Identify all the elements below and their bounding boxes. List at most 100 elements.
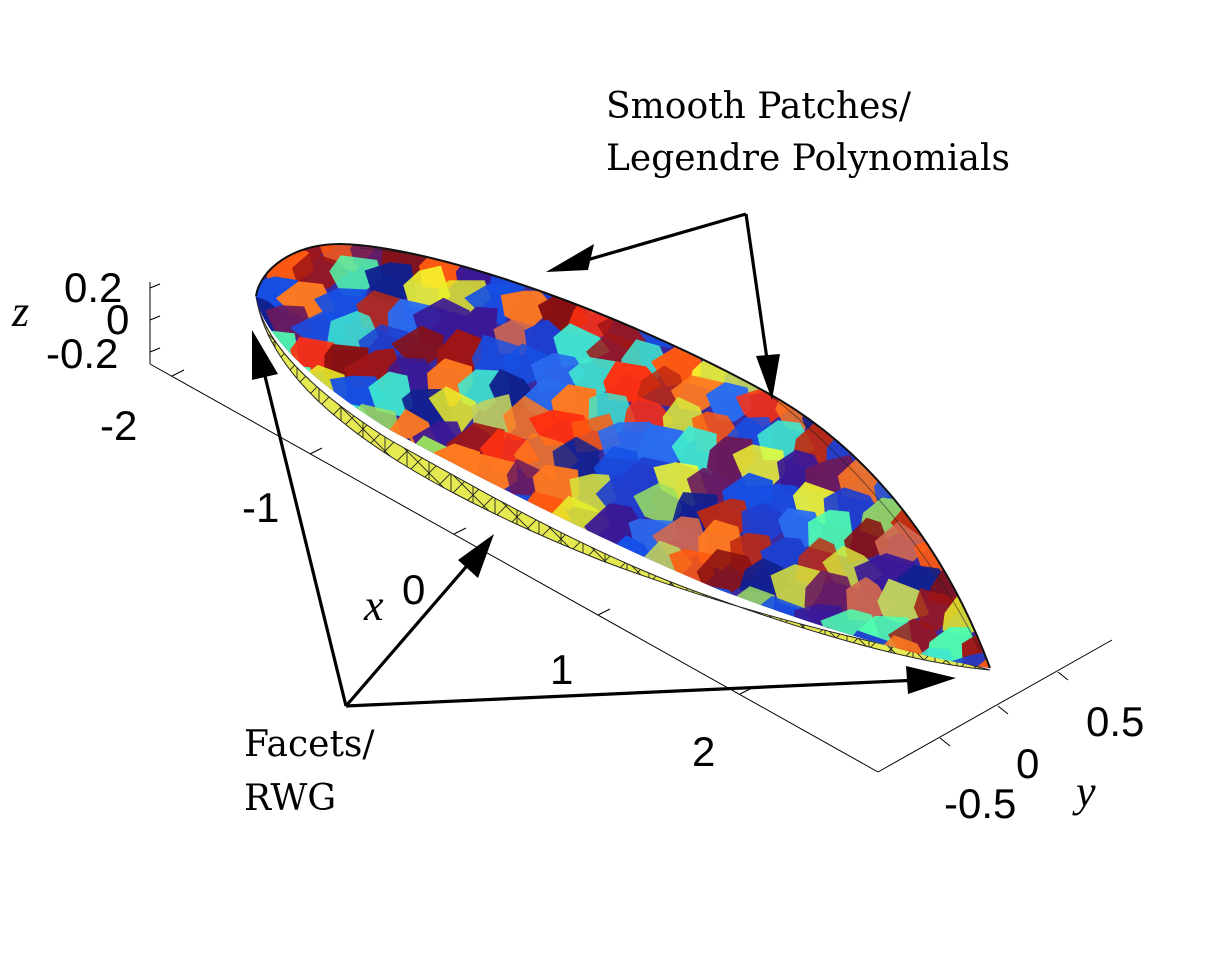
- patch-97: [877, 409, 925, 448]
- patch-22: [964, 341, 990, 379]
- axes-frame: [149, 282, 1113, 773]
- patch-126: [959, 455, 990, 496]
- patch-308: [970, 655, 990, 668]
- patch-151: [942, 480, 990, 520]
- patch-194: [633, 482, 683, 527]
- patch-319: [456, 601, 506, 639]
- patch-236: [296, 485, 353, 526]
- patch-208: [256, 438, 270, 487]
- patch-46: [906, 355, 966, 396]
- patch-339: [269, 592, 318, 632]
- x-tick-3: 1: [550, 646, 573, 693]
- patch-355: [802, 686, 855, 734]
- patch-143: [671, 426, 717, 475]
- patch-370: [420, 645, 472, 668]
- patch-320: [484, 601, 537, 646]
- patch-271: [594, 568, 641, 607]
- patch-204: [983, 543, 990, 581]
- patch-357: [873, 696, 925, 740]
- patch-72: [897, 384, 942, 423]
- z-tick-1: 0: [106, 296, 129, 343]
- patch-0: [256, 244, 267, 247]
- patch-338: [256, 586, 281, 624]
- patch-83: [391, 325, 444, 365]
- patch-155: [1084, 501, 1127, 546]
- patch-70: [826, 371, 876, 417]
- patch-264: [349, 520, 404, 563]
- patch-71: [862, 379, 911, 421]
- z-axis-ticks: 0.2 0 -0.2: [46, 264, 129, 377]
- patch-21: [932, 338, 984, 381]
- patch-75: [1002, 410, 1052, 448]
- patch-78: [256, 291, 286, 340]
- arrow-head-left: [546, 244, 594, 272]
- patch-197: [741, 502, 790, 543]
- patch-365: [256, 619, 298, 666]
- patch-293: [462, 572, 517, 610]
- patch-128: [1032, 466, 1085, 506]
- patch-77: [1061, 419, 1120, 460]
- arrow-head-up: [252, 330, 278, 380]
- patch-152: [981, 482, 990, 527]
- patch-179: [999, 524, 1052, 560]
- y-axis-ticks: -0.5 0 0.5: [944, 698, 1144, 827]
- patch-299: [669, 609, 723, 645]
- patch-383: [855, 726, 912, 775]
- patch-237: [327, 485, 385, 531]
- patch-125: [929, 448, 980, 494]
- patch-300: [707, 607, 753, 653]
- patch-212: [352, 462, 402, 512]
- patch-269: [520, 553, 570, 597]
- patch-177: [925, 505, 984, 552]
- patch-69: [793, 370, 840, 407]
- facets-arrows: [252, 330, 956, 708]
- ellipsoid-outline: [255, 242, 991, 669]
- patch-153: [1015, 489, 1063, 529]
- z-tick-2: -0.2: [46, 330, 118, 377]
- patch-24: [1025, 357, 1076, 401]
- patch-354: [769, 685, 829, 727]
- patch-90: [635, 365, 685, 408]
- patch-47: [943, 365, 990, 412]
- y-tick-1: 0: [1016, 740, 1039, 787]
- patch-314: [277, 568, 337, 609]
- x-axis-label: x: [363, 581, 384, 630]
- patch-286: [256, 528, 285, 567]
- patch-405: [734, 734, 787, 780]
- patch-29: [329, 255, 383, 297]
- patch-74: [965, 397, 990, 444]
- patch-298: [638, 603, 689, 643]
- patch-103: [1081, 440, 1128, 487]
- arrow-head-diag: [458, 534, 494, 578]
- patch-329: [795, 656, 844, 668]
- patch-180: [1033, 528, 1081, 566]
- patch-210: [288, 453, 337, 496]
- patch-263: [309, 511, 364, 559]
- patch-206: [1042, 552, 1096, 598]
- patch-51: [1076, 388, 1127, 433]
- patch-98: [903, 415, 956, 457]
- patch-406: [775, 738, 821, 780]
- patch-312: [256, 551, 267, 602]
- x-tick-0: -2: [100, 402, 137, 449]
- patch-366: [287, 625, 328, 668]
- patch-101: [1009, 440, 1062, 479]
- patch-313: [256, 566, 298, 604]
- patch-328: [762, 655, 804, 668]
- patch-270: [548, 561, 605, 602]
- patch-364: [256, 618, 262, 655]
- patch-367: [314, 626, 371, 668]
- patch-325: [657, 636, 714, 668]
- annotation-bottom-line2: RWG: [244, 778, 336, 819]
- patch-336: [1029, 699, 1088, 737]
- patch-348: [564, 639, 628, 668]
- patch-333: [935, 680, 981, 727]
- patch-345: [467, 624, 520, 668]
- patch-154: [1037, 499, 1096, 545]
- patch-272: [621, 573, 678, 617]
- patch-136: [428, 386, 479, 438]
- patch-45: [882, 356, 926, 399]
- patch-25: [1066, 362, 1123, 397]
- patch-256: [977, 606, 990, 648]
